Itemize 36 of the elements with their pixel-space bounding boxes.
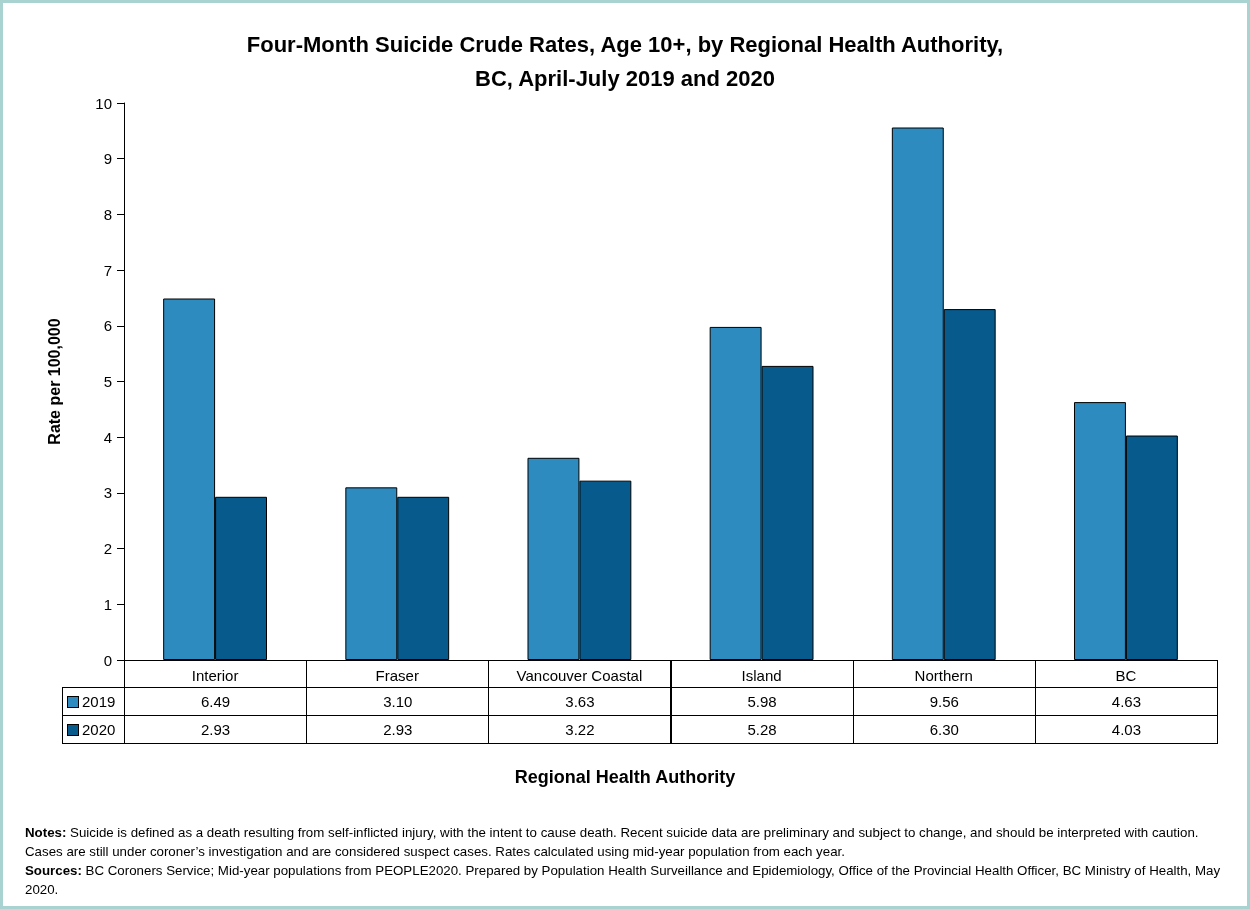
- data-label: 6.30: [852, 715, 1036, 744]
- chart-title: Four-Month Suicide Crude Rates, Age 10+, by Regional Health Authority, BC, April-July 2019 and 2020: [246, 31, 1004, 91]
- y-tick-label: 9: [103, 150, 112, 168]
- x-tick-label: Interior: [191, 667, 239, 684]
- y-tick-label: 2: [103, 540, 112, 558]
- data-label: 9.56: [852, 687, 1036, 716]
- data-label: 4.03: [1034, 715, 1218, 744]
- x-tick-label: Northern: [914, 667, 973, 684]
- data-label: 6.49: [124, 687, 308, 716]
- x-tick-label: Island: [741, 667, 782, 684]
- y-tick-label: 3: [103, 484, 112, 502]
- y-tick-label: 4: [103, 428, 112, 446]
- x-tick-label: Vancouver Coastal: [516, 667, 643, 684]
- y-tick-label: 10: [95, 94, 112, 112]
- y-tick-label: 1: [103, 595, 112, 613]
- y-tick-label: 7: [103, 261, 112, 279]
- text: Sources: BC Coroners Service; Mid-year populations from PEOPLE2020. Prepared by Population Health Surveillance and Epidemiology, Office of the Provincial Health Officer, BC Ministry of Health, May 2020.: [25, 863, 1221, 897]
- data-label: 2.93: [124, 715, 308, 744]
- data-label: 5.98: [670, 687, 854, 716]
- legend-label: 2020: [82, 721, 116, 738]
- x-tick-label: BC: [1115, 667, 1137, 684]
- data-label: 3.63: [488, 687, 672, 716]
- y-tick-label: 6: [103, 317, 112, 335]
- x-tick-label: Fraser: [375, 667, 419, 684]
- data-label: 2.93: [306, 715, 490, 744]
- y-axis-title: Rate per 100,000: [45, 318, 63, 445]
- y-tick-label: 8: [103, 205, 112, 223]
- y-tick-label: 0: [103, 651, 112, 669]
- data-label: 4.63: [1034, 687, 1218, 716]
- text: Notes: Suicide is defined as a death resulting from self-inflicted injury, with the intent to cause death. Recent suicide data are preliminary and subject to change, and should be interpreted with caution. Cases are still under coroner’s investigation and are considered suspect cases. Rates calculated using mid-year population from each year.: [25, 824, 1200, 861]
- legend-label: 2019: [82, 693, 116, 710]
- x-axis-title: Regional Health Authority: [513, 767, 737, 788]
- y-tick-label: 5: [103, 373, 112, 390]
- data-label: 3.22: [488, 715, 672, 744]
- data-label: 3.10: [306, 687, 490, 716]
- data-label: 5.28: [670, 715, 854, 744]
